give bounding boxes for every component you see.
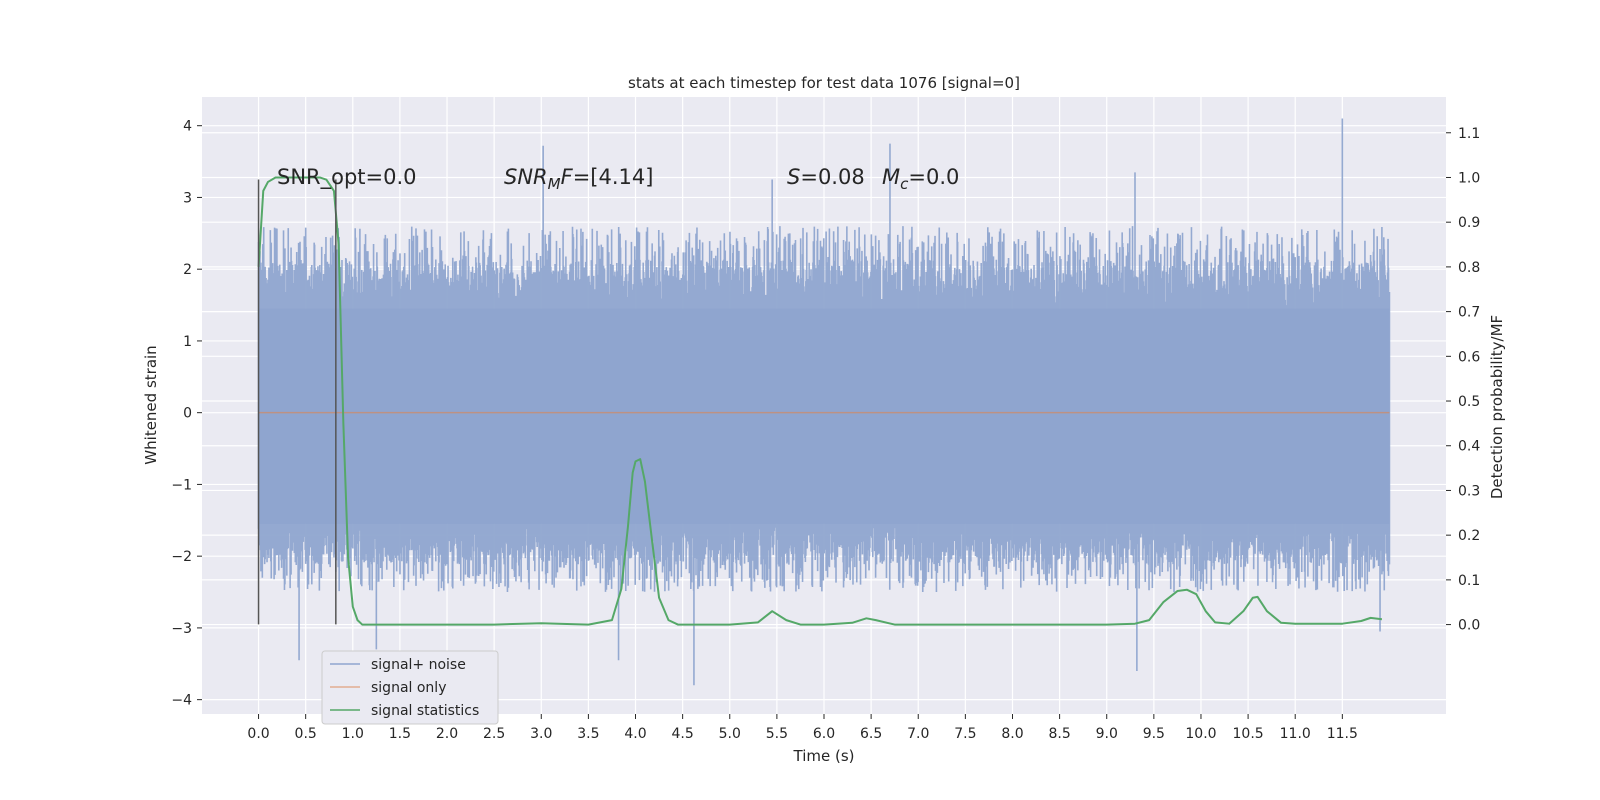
- y-axis-label: Whitened strain: [142, 345, 160, 464]
- legend-label-signal-statistics: signal statistics: [371, 703, 479, 719]
- legend-label-signal-only: signal only: [371, 680, 446, 696]
- y2-tick-label: 0.6: [1458, 349, 1480, 365]
- snr-mf-main: SNR: [504, 165, 548, 189]
- x-tick-label: 2.0: [436, 726, 458, 742]
- y2-tick-label: 0.4: [1458, 439, 1480, 455]
- annotation-snr-mf: SNRMF=[4.14]: [504, 165, 653, 193]
- y2-tick-label: 0.0: [1458, 618, 1480, 634]
- chart-title: stats at each timestep for test data 107…: [628, 74, 1020, 92]
- x-tick-label: 10.5: [1233, 726, 1264, 742]
- x-tick-label: 3.5: [577, 726, 599, 742]
- y-tick-label: −4: [171, 693, 192, 709]
- y2-tick-label: 0.1: [1458, 573, 1480, 589]
- y2-tick-label: 0.9: [1458, 215, 1480, 231]
- x-tick-label: 10.0: [1185, 726, 1216, 742]
- mc-main: M: [882, 165, 900, 189]
- y-tick-label: −2: [171, 549, 192, 565]
- x-tick-label: 9.0: [1096, 726, 1118, 742]
- mc-value: =0.0: [908, 165, 959, 189]
- x-tick-label: 8.5: [1048, 726, 1070, 742]
- line-series: [257, 176, 1390, 626]
- snr-mf-subscript: M: [548, 175, 561, 193]
- y-tick-label: 1: [183, 334, 192, 350]
- y-tick-label: 3: [183, 190, 192, 206]
- axes: 0.0 0.5 1.0 1.5 2.0 2.5 3.0 3.5 4.0 4.5 5.0 5.5 6.0 6…: [171, 119, 1480, 742]
- s-value: =0.08: [800, 165, 864, 189]
- annotation-mc: Mc=0.0: [882, 165, 959, 193]
- y2-tick-label: 0.8: [1458, 260, 1480, 276]
- x-tick-label: 5.5: [766, 726, 788, 742]
- annotation-snr-opt: SNR_opt=0.0: [277, 165, 417, 190]
- signal-noise-core: [258, 308, 1390, 524]
- y-tick-label: −3: [171, 621, 192, 637]
- y-tick-label: 4: [183, 119, 192, 135]
- y-tick-label: −1: [171, 477, 192, 493]
- y-tick-label: 2: [183, 262, 192, 278]
- x-tick-label: 0.0: [247, 726, 269, 742]
- signal-statistics-line: [257, 176, 1383, 626]
- legend-label-signal-noise: signal+ noise: [371, 657, 466, 673]
- x-tick-label: 3.0: [530, 726, 552, 742]
- legend: signal+ noise signal only signal statist…: [321, 650, 499, 725]
- y2-tick-label: 0.2: [1458, 528, 1480, 544]
- y2-tick-label: 1.1: [1458, 126, 1480, 142]
- snr-mf-value: =[4.14]: [573, 165, 654, 189]
- legend-box: [321, 650, 499, 725]
- x-axis-label: Time (s): [793, 747, 855, 765]
- x-tick-label: 4.0: [624, 726, 646, 742]
- x-tick-label: 0.5: [295, 726, 317, 742]
- signal-window-lines: [257, 179, 337, 625]
- mc-subscript: c: [900, 175, 909, 193]
- snr-mf-rest-main: F: [561, 165, 574, 189]
- y2-tick-label: 0.5: [1458, 394, 1480, 410]
- x-tick-label: 1.0: [342, 726, 364, 742]
- s-main: S: [787, 165, 800, 189]
- x-tick-label: 1.5: [389, 726, 411, 742]
- y2-axis-label: Detection probability/MF: [1488, 315, 1506, 499]
- x-tick-label: 5.0: [719, 726, 741, 742]
- x-tick-label: 4.5: [672, 726, 694, 742]
- x-tick-label: 8.0: [1001, 726, 1023, 742]
- x-tick-label: 7.0: [907, 726, 929, 742]
- x-tick-label: 11.0: [1280, 726, 1311, 742]
- x-tick-label: 2.5: [483, 726, 505, 742]
- x-tick-label: 9.5: [1143, 726, 1165, 742]
- y2-tick-label: 1.0: [1458, 170, 1480, 186]
- x-tick-label: 7.5: [954, 726, 976, 742]
- annotation-s: S=0.08: [787, 165, 865, 189]
- x-tick-label: 6.0: [813, 726, 835, 742]
- y-tick-label: 0: [183, 406, 192, 422]
- y2-tick-label: 0.7: [1458, 305, 1480, 321]
- x-tick-label: 6.5: [860, 726, 882, 742]
- x-tick-label: 11.5: [1327, 726, 1358, 742]
- signal-noise-series: [257, 118, 1391, 686]
- y2-tick-label: 0.3: [1458, 483, 1480, 499]
